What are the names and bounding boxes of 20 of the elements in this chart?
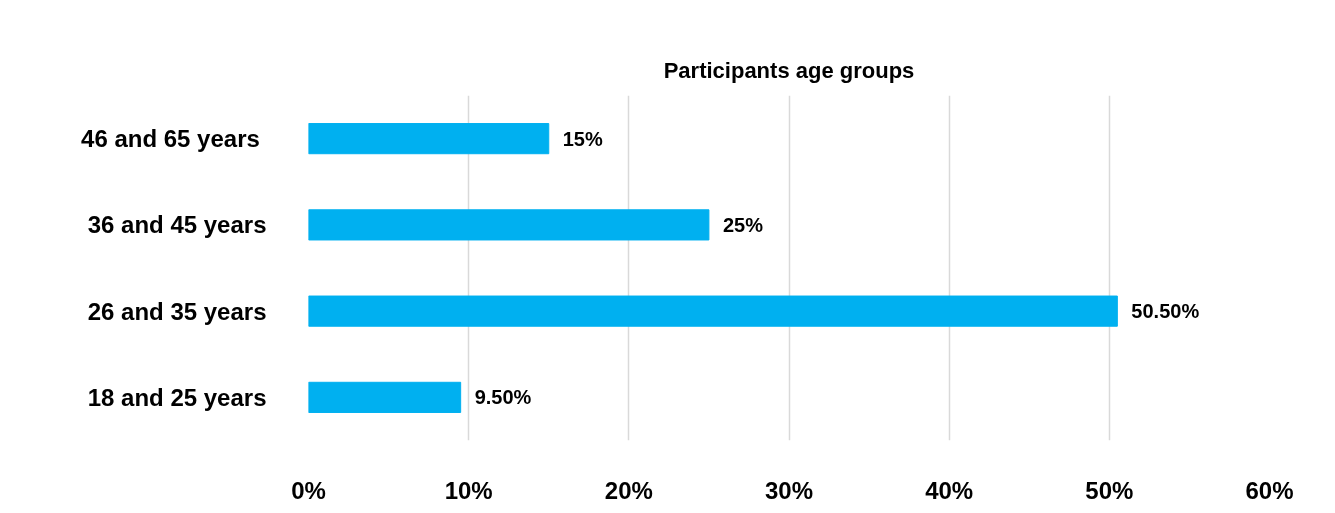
- bar: [308, 295, 1118, 327]
- y-tick-label: 26 and 35 years: [87, 297, 267, 325]
- data-label: 15%: [562, 127, 603, 150]
- x-tick-label: 0%: [291, 476, 326, 504]
- x-tick-label: 60%: [1245, 476, 1294, 504]
- bar: [308, 209, 710, 241]
- x-tick-label: 30%: [764, 476, 814, 504]
- x-tick-label: 50%: [1085, 476, 1134, 504]
- bar: [308, 123, 550, 155]
- y-tick-label: 18 and 25 years: [87, 383, 267, 411]
- y-tick-label: 36 and 45 years: [87, 211, 267, 239]
- data-label: 9.50%: [474, 386, 532, 409]
- x-tick-label: 40%: [925, 476, 974, 504]
- x-tick-label: 10%: [444, 476, 493, 504]
- data-label: 50.50%: [1131, 300, 1200, 323]
- bar: [308, 381, 462, 413]
- x-tick-label: 20%: [604, 476, 653, 504]
- y-tick-label: 46 and 65 years: [81, 125, 260, 153]
- chart-title: Participants age groups: [663, 58, 915, 83]
- data-label: 25%: [722, 213, 764, 236]
